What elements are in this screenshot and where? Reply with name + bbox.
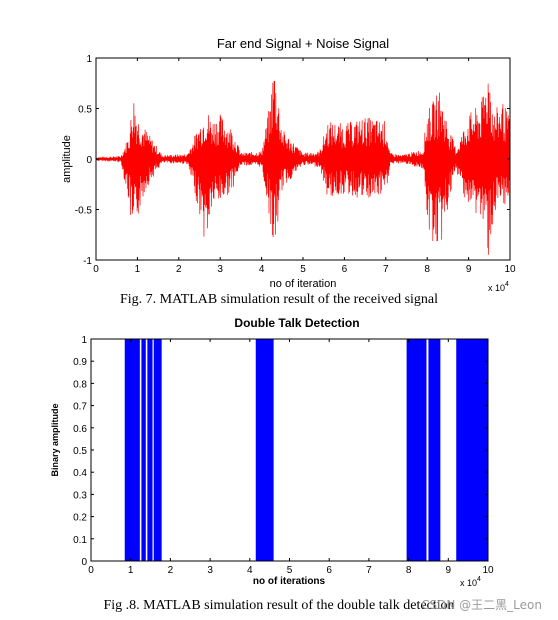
chart2-x-tick-label: 2 (168, 565, 174, 576)
chart2-x-ticks: 0 1 2 3 4 5 6 7 8 9 10 (88, 339, 494, 576)
chart1-x-tick-label: 6 (342, 264, 348, 275)
chart1-y-tick-label: 0.5 (78, 105, 92, 116)
chart2-x-tick-label: 8 (406, 565, 412, 576)
chart1-x-tick-label: 2 (176, 264, 182, 275)
chart2-x-tick-label: 10 (482, 565, 494, 576)
chart2-detection-bar (255, 339, 274, 561)
chart2-y-tick-label: 0 (81, 557, 87, 568)
chart1-y-label: amplitude (61, 135, 73, 183)
chart1-y-tick-label: -1 (83, 256, 92, 267)
chart2-y-tick-label: 1 (81, 335, 87, 346)
chart2-x-tick-label: 6 (326, 565, 332, 576)
chart1-x-tick-label: 7 (383, 264, 389, 275)
chart1-x-tick-label: 1 (135, 264, 141, 275)
chart1-x-tick-label: 8 (424, 264, 430, 275)
chart2-detection-bar (153, 339, 162, 561)
watermark: CSDN @王二黑_Leon (421, 598, 542, 612)
chart2-x-exponent: x 104 (460, 576, 481, 588)
chart2-detection-bar (141, 339, 146, 561)
chart1-y-tick-label: -0.5 (75, 206, 93, 217)
chart1-x-tick-label: 9 (466, 264, 472, 275)
chart2-y-ticks: 0 0.1 0.2 0.3 0.4 0.5 0.6 0.7 0.8 0.9 1 (73, 335, 488, 568)
chart1-title: Far end Signal + Noise Signal (217, 36, 389, 51)
chart2-x-tick-label: 9 (446, 565, 452, 576)
chart2-y-tick-label: 0.9 (73, 357, 87, 368)
chart1-x-exponent: x 104 (488, 281, 509, 293)
chart1-x-tick-label: 4 (259, 264, 265, 275)
chart2-x-label: no of iterations (253, 576, 326, 587)
chart-received-signal: Far end Signal + Noise Signal 0 1 2 3 4 5 6 7 8 9… (61, 36, 516, 293)
chart1-signal-series (95, 80, 511, 255)
chart2-title: Double Talk Detection (234, 316, 359, 330)
chart2-x-tick-label: 7 (366, 565, 372, 576)
chart2-x-tick-label: 4 (247, 565, 253, 576)
chart2-y-tick-label: 0.7 (73, 402, 87, 413)
chart2-x-tick-label: 1 (128, 565, 134, 576)
chart2-y-tick-label: 0.6 (73, 424, 87, 435)
chart2-detection-bar (428, 339, 441, 561)
chart2-x-tick-label: 3 (207, 565, 213, 576)
chart2-y-tick-label: 0.5 (73, 446, 87, 457)
chart1-plot-area (95, 80, 511, 255)
chart2-y-tick-label: 0.2 (73, 513, 87, 524)
chart2-plot-area (124, 339, 488, 561)
chart2-detection-bar (124, 339, 140, 561)
chart2-detection-bar (147, 339, 153, 561)
figure8-caption: Fig .8. MATLAB simulation result of the … (103, 598, 455, 613)
chart1-x-label: no of iteration (270, 278, 337, 290)
chart1-y-tick-label: 0 (86, 155, 92, 166)
chart1-x-tick-label: 10 (504, 264, 516, 275)
chart1-x-tick-label: 3 (217, 264, 223, 275)
chart2-y-tick-label: 0.8 (73, 379, 87, 390)
figure7-caption: Fig. 7. MATLAB simulation result of the … (119, 292, 439, 307)
chart2-detection-bar (406, 339, 427, 561)
chart2-x-tick-label: 0 (88, 565, 94, 576)
chart2-y-label: Binary amplitude (50, 403, 60, 476)
chart2-y-tick-label: 0.1 (73, 535, 87, 546)
chart2-y-tick-label: 0.3 (73, 490, 87, 501)
chart-double-talk-detection: Double Talk Detection 0 1 2 3 4 5 6 7 8 9 10 00.10… (50, 316, 494, 588)
chart2-detection-bar (456, 339, 488, 561)
chart2-y-tick-label: 0.4 (73, 468, 87, 479)
chart1-y-tick-label: 1 (86, 54, 92, 65)
chart1-y-ticks: -1 -0.5 0 0.5 1 (75, 54, 510, 267)
chart1-x-tick-label: 5 (300, 264, 306, 275)
chart1-x-ticks: 0 1 2 3 4 5 6 7 8 9 10 (93, 58, 516, 275)
chart2-x-tick-label: 5 (287, 565, 293, 576)
chart1-x-tick-label: 0 (93, 264, 99, 275)
